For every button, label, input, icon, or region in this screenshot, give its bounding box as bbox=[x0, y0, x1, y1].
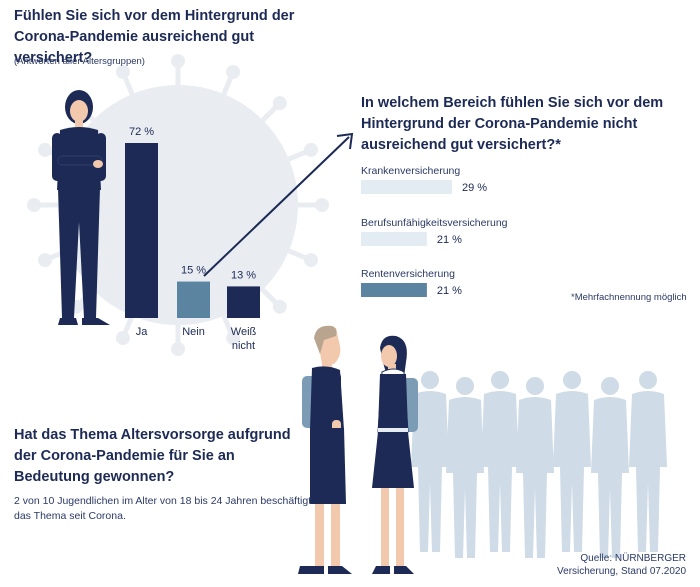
category-label: Krankenversicherung bbox=[361, 165, 460, 177]
young-man-illustration bbox=[298, 325, 352, 574]
bar-2 bbox=[227, 286, 260, 318]
category-label: Berufsunfähigkeitsversicherung bbox=[361, 217, 508, 229]
bar-value-label: 72 % bbox=[129, 126, 154, 138]
category-label: Weiß bbox=[231, 326, 257, 338]
young-woman-illustration bbox=[372, 335, 418, 574]
main-bar-chart: 72 % Ja 15 % Nein 13 % Weiß nicht bbox=[125, 126, 260, 352]
crowd-silhouettes bbox=[411, 371, 667, 558]
source-note: Quelle: NÜRNBERGER Versicherung, Stand 0… bbox=[557, 553, 686, 577]
category-label: nicht bbox=[232, 340, 255, 352]
bar-value-label: 21 % bbox=[437, 234, 462, 246]
category-label: Rentenversicherung bbox=[361, 268, 455, 280]
bar-0 bbox=[361, 180, 452, 194]
multiple-answers-footnote: *Mehrfachnennung möglich bbox=[571, 292, 687, 303]
bar-0 bbox=[125, 143, 158, 318]
question2-title: In welchem Bereich fühlen Sie sich vor d… bbox=[361, 95, 664, 153]
bar-value-label: 29 % bbox=[462, 182, 487, 194]
question3-statement: 2 von 10 Jugendlichen im Alter von 18 bi… bbox=[14, 495, 312, 522]
bar-value-label: 15 % bbox=[181, 265, 206, 277]
category-label: Ja bbox=[136, 326, 149, 338]
bar-value-label: 13 % bbox=[231, 269, 256, 281]
standing-woman-illustration bbox=[52, 90, 110, 325]
question1-subtitle: (Antworten aller Altersgruppen) bbox=[14, 56, 145, 67]
arrow-to-detail-icon bbox=[203, 132, 354, 277]
coronavirus-background-icon bbox=[27, 54, 329, 356]
bar-2 bbox=[361, 283, 427, 297]
question3-title: Hat das Thema Altersvorsorge aufgrund de… bbox=[14, 427, 291, 485]
category-label: Nein bbox=[182, 326, 205, 338]
question1-title: Fühlen Sie sich vor dem Hintergrund der … bbox=[14, 8, 295, 66]
bar-value-label: 21 % bbox=[437, 285, 462, 297]
bar-1 bbox=[361, 232, 427, 246]
bar-1 bbox=[177, 281, 210, 318]
